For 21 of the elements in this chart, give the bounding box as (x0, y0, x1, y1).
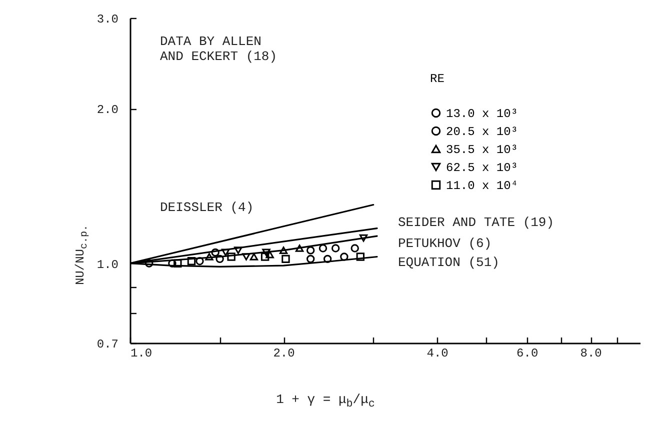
y-tick-label: 2.0 (96, 103, 118, 118)
y-tick-label: 3.0 (96, 12, 118, 26)
annotation: DATA BY ALLEN AND ECKERT (18) (160, 34, 278, 64)
x-tick-label: 8.0 (580, 346, 602, 360)
annotation: EQUATION (51) (398, 255, 500, 270)
annotation: PETUKHOV (6) (398, 236, 492, 251)
legend-label: 11.0 x 10⁴ (446, 179, 518, 193)
legend-label: 20.5 x 10³ (446, 125, 518, 139)
y-tick-label: 1.0 (96, 258, 118, 272)
legend-label: 35.5 x 10³ (446, 143, 518, 157)
annotation: DEISSLER (4) (160, 200, 254, 215)
x-axis-title: 1 + γ = μ$_{b}$/μ$_{c}$ (275, 392, 376, 411)
x-tick-label: 1.0 (130, 346, 152, 360)
legend-label: 62.5 x 10³ (446, 161, 518, 175)
x-tick-label: 4.0 (426, 346, 448, 360)
x-tick-label: 2.0 (273, 346, 295, 360)
y-tick-label: 0.7 (96, 338, 118, 352)
x-tick-label: 6.0 (516, 346, 538, 360)
legend-label: 13.0 x 10³ (446, 107, 518, 121)
legend-title: RE (430, 72, 444, 86)
annotation: SEIDER AND TATE (19) (398, 215, 554, 230)
